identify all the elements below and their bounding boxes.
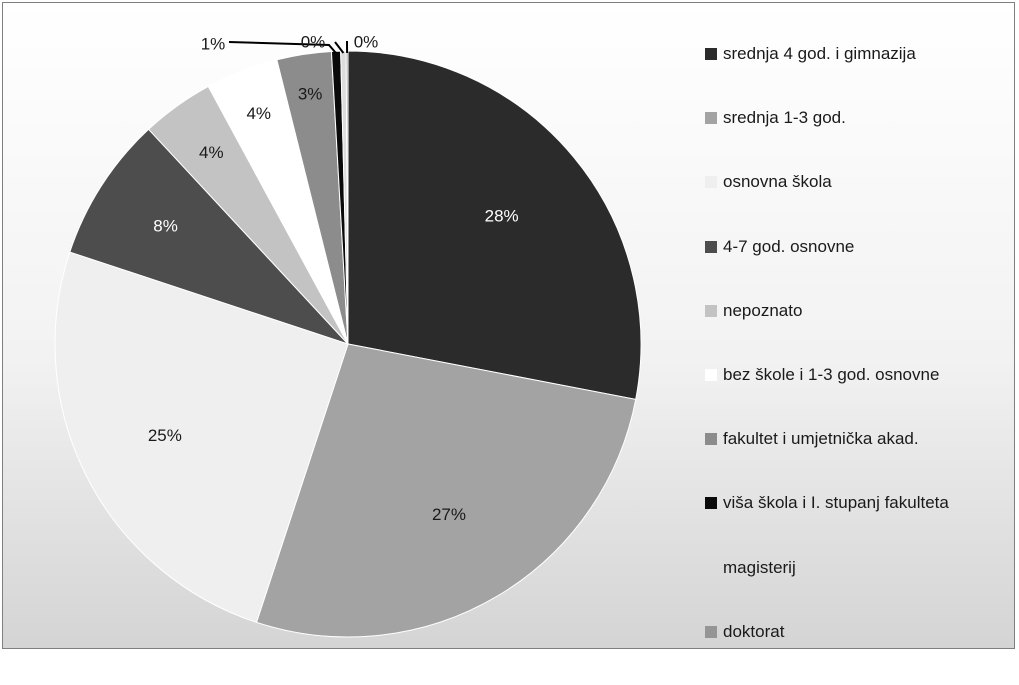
data-label: 25% <box>148 426 182 445</box>
leader-line <box>334 41 345 54</box>
legend-label: fakultet i umjetnička akad. <box>723 429 919 449</box>
data-label: 0% <box>301 32 326 51</box>
leader-line <box>228 41 337 54</box>
legend-label: srednja 4 god. i gimnazija <box>723 44 916 63</box>
legend-label: srednja 1-3 god. <box>723 108 846 128</box>
data-label: 8% <box>153 216 178 235</box>
legend-swatch <box>705 625 717 638</box>
legend-label: 4-7 god. osnovne <box>723 236 855 256</box>
legend: srednja 4 god. i gimnazija srednja 1-3 g… <box>705 43 1010 685</box>
legend-label: doktorat <box>723 621 785 641</box>
data-label: 4% <box>246 104 271 123</box>
data-label: 28% <box>485 207 519 226</box>
legend-item: osnovna škola <box>705 171 1010 235</box>
data-label: 27% <box>432 505 466 524</box>
legend-item: fakultet i umjetnička akad. <box>705 428 1010 492</box>
data-label: 3% <box>298 84 323 103</box>
pie-chart: 28% 27% 25% 8% 4% 4% 3% 1% 0% 0% <box>54 32 642 638</box>
pie-slice <box>54 251 349 623</box>
pie-slice <box>347 50 642 400</box>
legend-item: doktorat <box>705 621 1010 685</box>
leader-line <box>346 41 349 54</box>
legend-swatch <box>705 176 717 189</box>
chart-area: 28% 27% 25% 8% 4% 4% 3% 1% 0% 0% srednja 4 god. i… <box>2 2 1015 649</box>
legend-label: viša škola i I. stupanj fakulteta <box>723 493 949 513</box>
pie-slice <box>69 128 349 345</box>
legend-swatch <box>705 112 717 125</box>
legend-swatch <box>705 561 717 574</box>
legend-swatch <box>705 497 717 510</box>
legend-item: nepoznato <box>705 300 1010 364</box>
legend-item: viša škola i I. stupanj fakulteta <box>705 492 1010 556</box>
legend-swatch <box>705 304 717 317</box>
legend-label: magisterij <box>723 557 796 577</box>
legend-item: bez škole i 1-3 god. osnovne <box>705 364 1010 428</box>
legend-label: osnovna škola <box>723 172 832 192</box>
legend-item: 4-7 god. osnovne <box>705 236 1010 300</box>
legend-label: nepoznato <box>723 300 803 320</box>
legend-swatch <box>705 433 717 446</box>
data-label: 1% <box>201 34 226 53</box>
legend-item: srednja 1-3 god. <box>705 107 1010 171</box>
data-label: 4% <box>199 143 224 162</box>
legend-item: srednja 4 god. i gimnazija <box>705 43 1010 107</box>
data-label: 0% <box>354 32 379 51</box>
pie-slice <box>255 343 637 638</box>
legend-label: bez škole i 1-3 god. osnovne <box>723 364 940 384</box>
legend-swatch <box>705 240 717 253</box>
legend-item: magisterij <box>705 557 1010 621</box>
legend-swatch <box>705 368 717 381</box>
legend-swatch <box>705 48 717 60</box>
